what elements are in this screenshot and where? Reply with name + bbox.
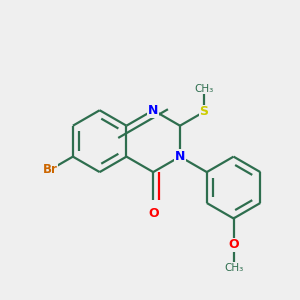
Text: CH₃: CH₃ [224,263,243,273]
Text: O: O [228,238,239,251]
Text: N: N [175,150,185,163]
Text: CH₃: CH₃ [194,84,214,94]
Text: N: N [148,104,158,117]
Text: Br: Br [43,163,58,176]
Text: O: O [148,207,158,220]
Text: S: S [200,105,208,118]
